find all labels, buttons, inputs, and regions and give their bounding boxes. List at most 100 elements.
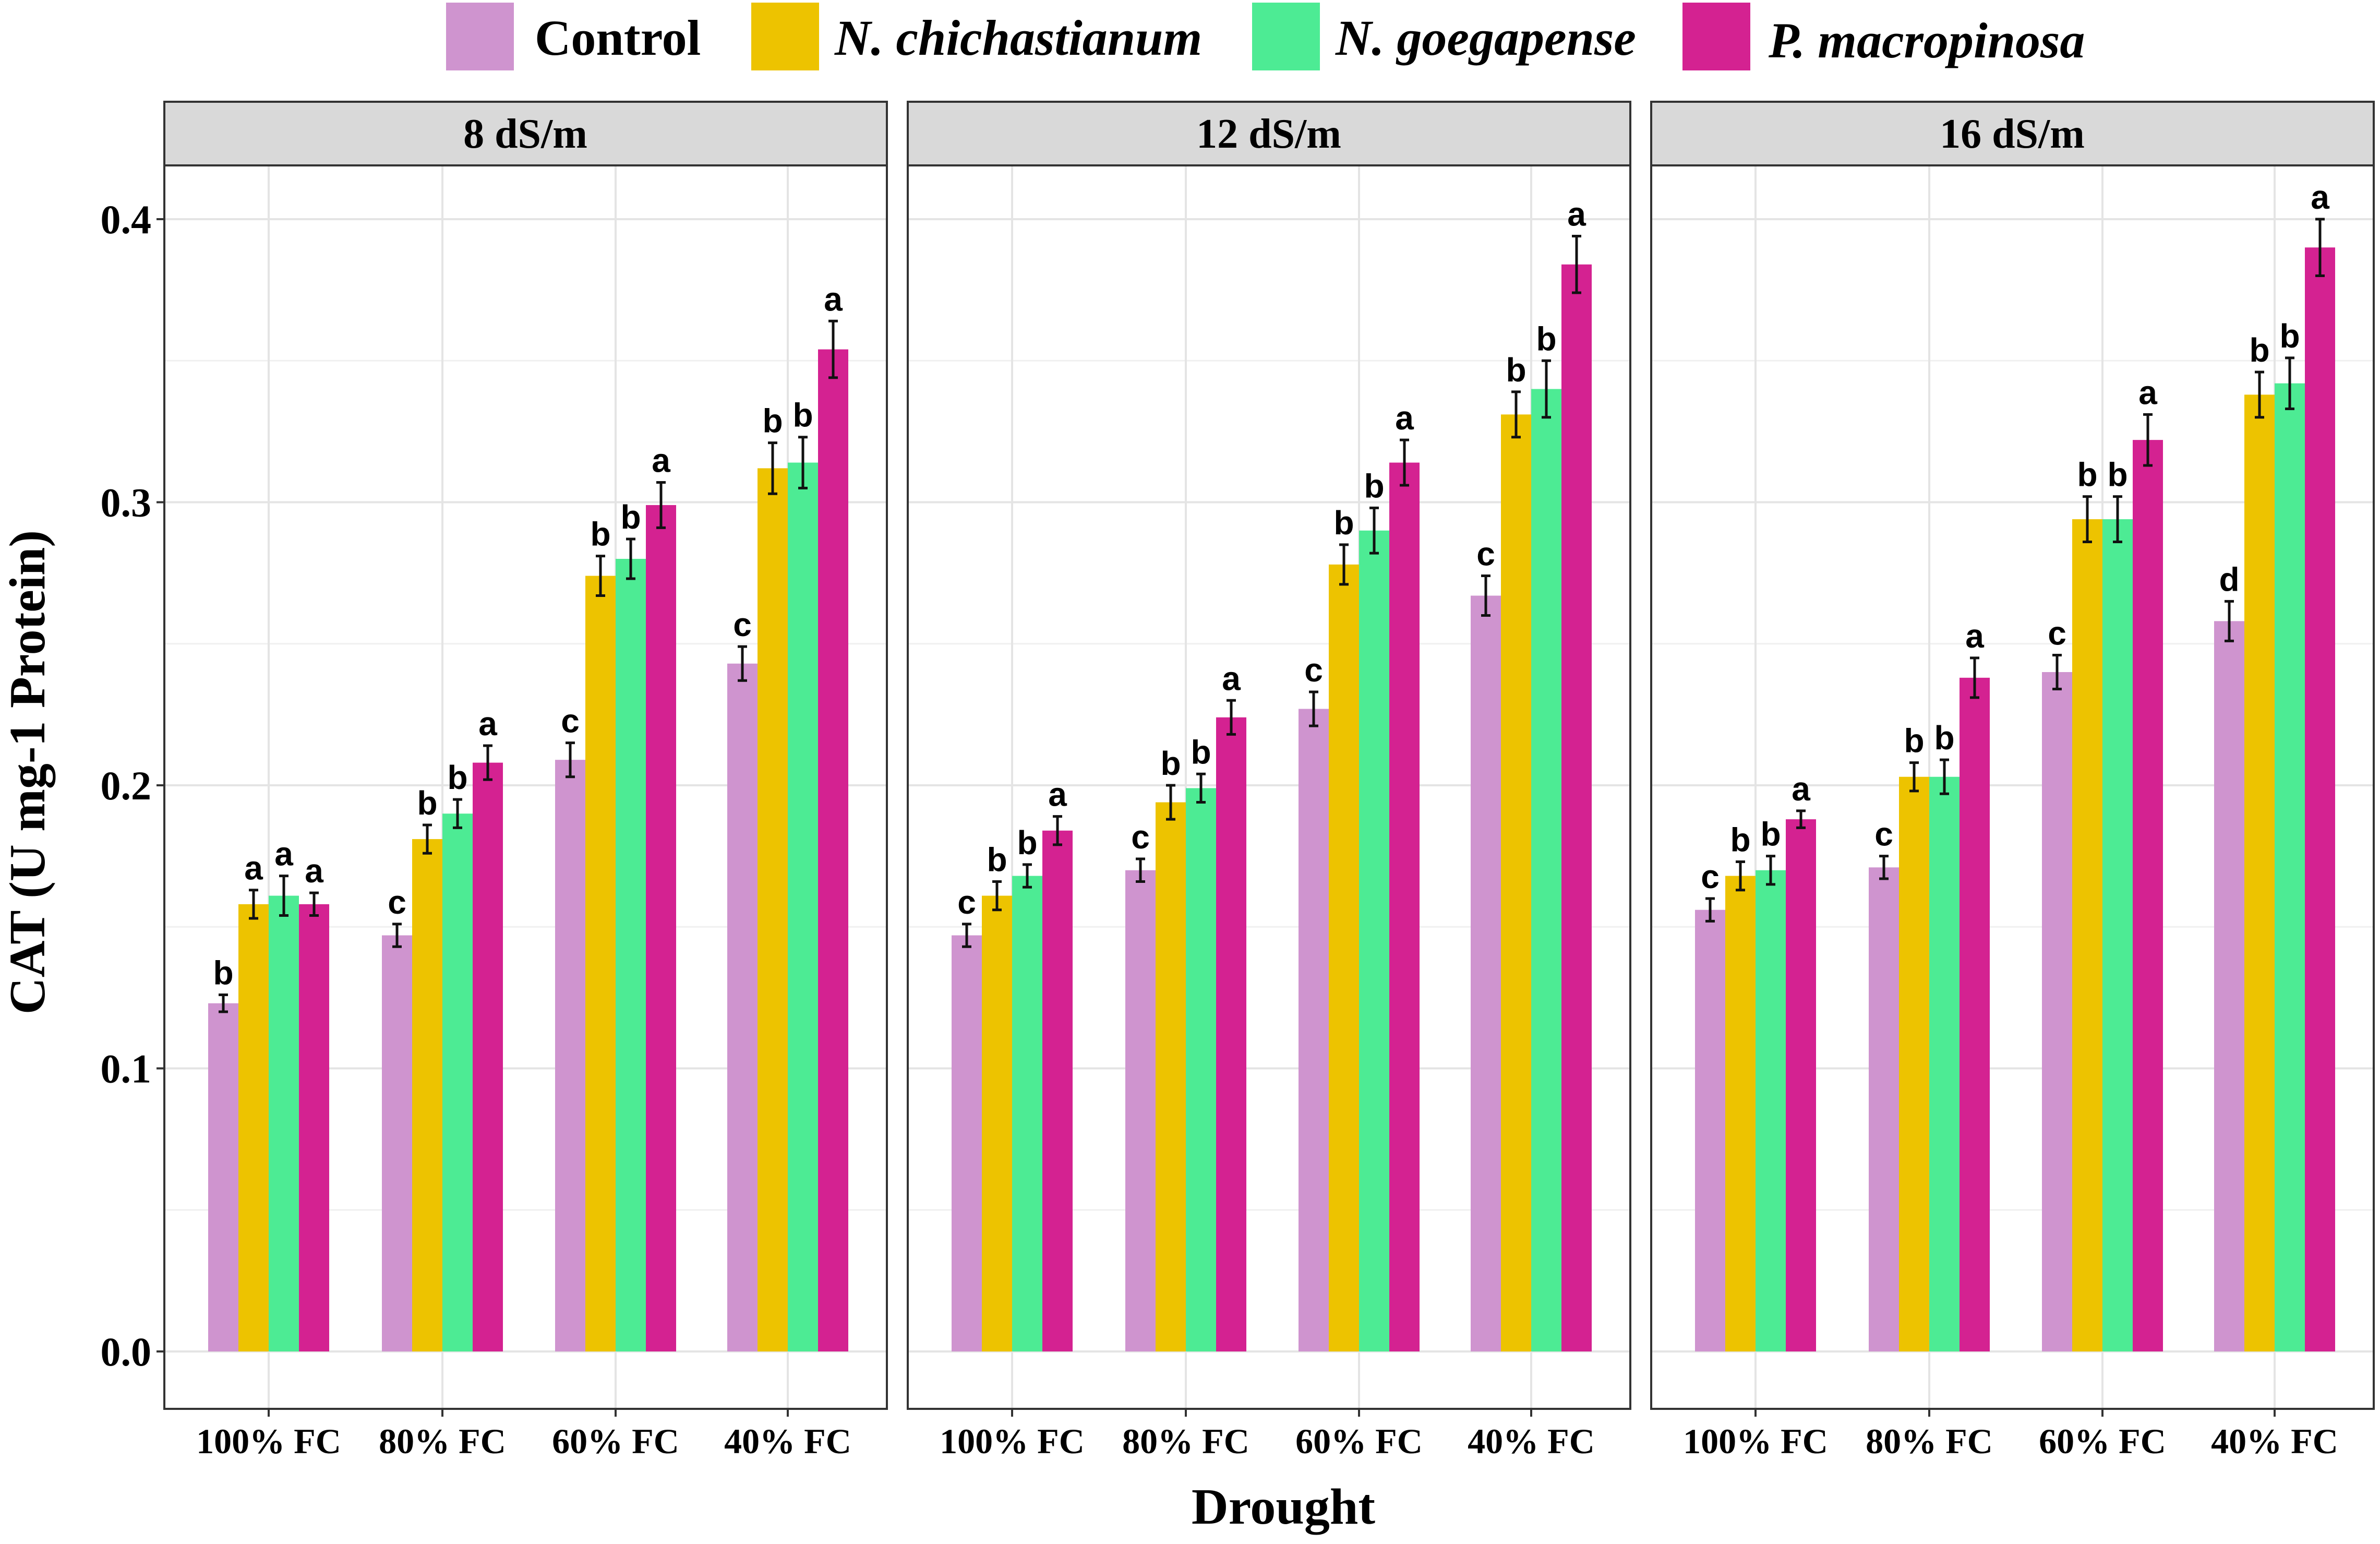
bar — [1012, 876, 1042, 1351]
bar — [412, 839, 442, 1351]
bar — [1156, 802, 1186, 1351]
legend-swatch-n-chichastianum — [751, 3, 819, 70]
bar — [2214, 621, 2244, 1351]
legend-swatch-n-goegapense — [1252, 3, 1320, 70]
bar — [952, 935, 982, 1351]
significance-label: b — [1904, 722, 1924, 760]
bar — [616, 559, 646, 1351]
x-tick-label: 100% FC — [940, 1421, 1085, 1461]
bar — [2102, 519, 2133, 1351]
y-axis-title: CAT (U mg-1 Protein) — [0, 530, 56, 1014]
significance-label: b — [1191, 733, 1211, 771]
significance-label: d — [2219, 560, 2239, 598]
significance-label: b — [1934, 719, 1954, 757]
bar — [208, 1003, 238, 1351]
significance-label: a — [652, 442, 670, 480]
y-axis: 0.0 0.1 0.2 0.3 0.4 — [101, 197, 164, 1374]
bar — [1725, 876, 1756, 1351]
significance-label: a — [478, 705, 497, 743]
significance-label: a — [1792, 770, 1810, 808]
bar — [299, 904, 329, 1351]
x-axis-title: Drought — [1192, 1479, 1376, 1535]
significance-label: b — [417, 784, 437, 822]
panel-title: 12 dS/m — [1196, 111, 1341, 157]
significance-label: b — [1017, 824, 1037, 861]
bar — [1929, 776, 1960, 1351]
bar — [646, 505, 676, 1351]
significance-label: a — [2311, 178, 2329, 216]
significance-label: a — [824, 280, 843, 318]
bar — [788, 462, 818, 1351]
bar — [1186, 788, 1216, 1351]
significance-label: b — [792, 397, 813, 434]
significance-label: b — [2107, 456, 2127, 494]
x-tick-label: 40% FC — [2211, 1421, 2338, 1461]
legend-item-control: Control — [446, 3, 701, 70]
bar — [1960, 677, 1990, 1351]
bar — [758, 468, 788, 1351]
x-tick-label: 60% FC — [1295, 1421, 1423, 1461]
significance-label: c — [1304, 651, 1323, 689]
significance-label: a — [1222, 660, 1241, 697]
bar — [982, 895, 1012, 1351]
significance-label: b — [1730, 821, 1750, 858]
bar — [1125, 870, 1156, 1351]
bar — [1471, 595, 1501, 1351]
bar — [1501, 414, 1531, 1352]
significance-label: b — [2279, 317, 2300, 355]
significance-label: c — [1874, 816, 1893, 853]
significance-label: b — [620, 498, 641, 536]
panel-border — [907, 164, 1631, 1410]
x-tick-label: 80% FC — [379, 1421, 506, 1461]
bar — [2133, 440, 2163, 1351]
bar — [1389, 462, 1420, 1351]
legend: Control N. chichastianum N. goegapense P… — [446, 3, 2085, 70]
bar — [1216, 717, 1246, 1351]
bar — [1299, 709, 1329, 1351]
significance-label: c — [1476, 535, 1495, 573]
significance-label: a — [1048, 776, 1067, 813]
x-tick-label: 40% FC — [724, 1421, 851, 1461]
bar — [2072, 519, 2102, 1351]
significance-label: b — [1160, 745, 1181, 782]
x-tick-label: 60% FC — [2039, 1421, 2166, 1461]
significance-label: a — [1567, 196, 1586, 233]
significance-label: c — [388, 883, 406, 921]
bar — [1042, 830, 1073, 1351]
bar — [2042, 672, 2072, 1351]
bar — [382, 935, 412, 1351]
significance-label: c — [1701, 858, 1720, 895]
bar — [1756, 870, 1786, 1351]
significance-label: b — [2077, 456, 2097, 494]
significance-label: b — [1364, 467, 1384, 505]
panel-strip — [163, 101, 888, 166]
bar — [1899, 776, 1929, 1351]
significance-label: a — [2138, 374, 2157, 411]
panel-title: 16 dS/m — [1940, 111, 2085, 157]
bar — [585, 576, 616, 1351]
panel-title: 8 dS/m — [463, 111, 587, 157]
y-tick-label: 0.3 — [101, 480, 152, 525]
legend-label-control: Control — [535, 10, 701, 66]
bar — [238, 904, 269, 1351]
bar — [473, 762, 503, 1351]
significance-label: c — [561, 702, 580, 740]
bar — [2244, 394, 2275, 1351]
panel-strip — [1650, 101, 2375, 166]
panel-border — [1650, 164, 2375, 1410]
bar — [555, 760, 585, 1351]
significance-label: b — [213, 954, 233, 991]
significance-label: b — [447, 759, 467, 796]
significance-label: a — [1395, 399, 1414, 437]
significance-label: a — [1965, 617, 1984, 655]
legend-label-n-goegapense: N. goegapense — [1335, 10, 1636, 66]
legend-label-n-chichastianum: N. chichastianum — [834, 10, 1202, 66]
x-tick-label: 60% FC — [552, 1421, 679, 1461]
legend-swatch-p-macropinosa — [1682, 3, 1750, 70]
